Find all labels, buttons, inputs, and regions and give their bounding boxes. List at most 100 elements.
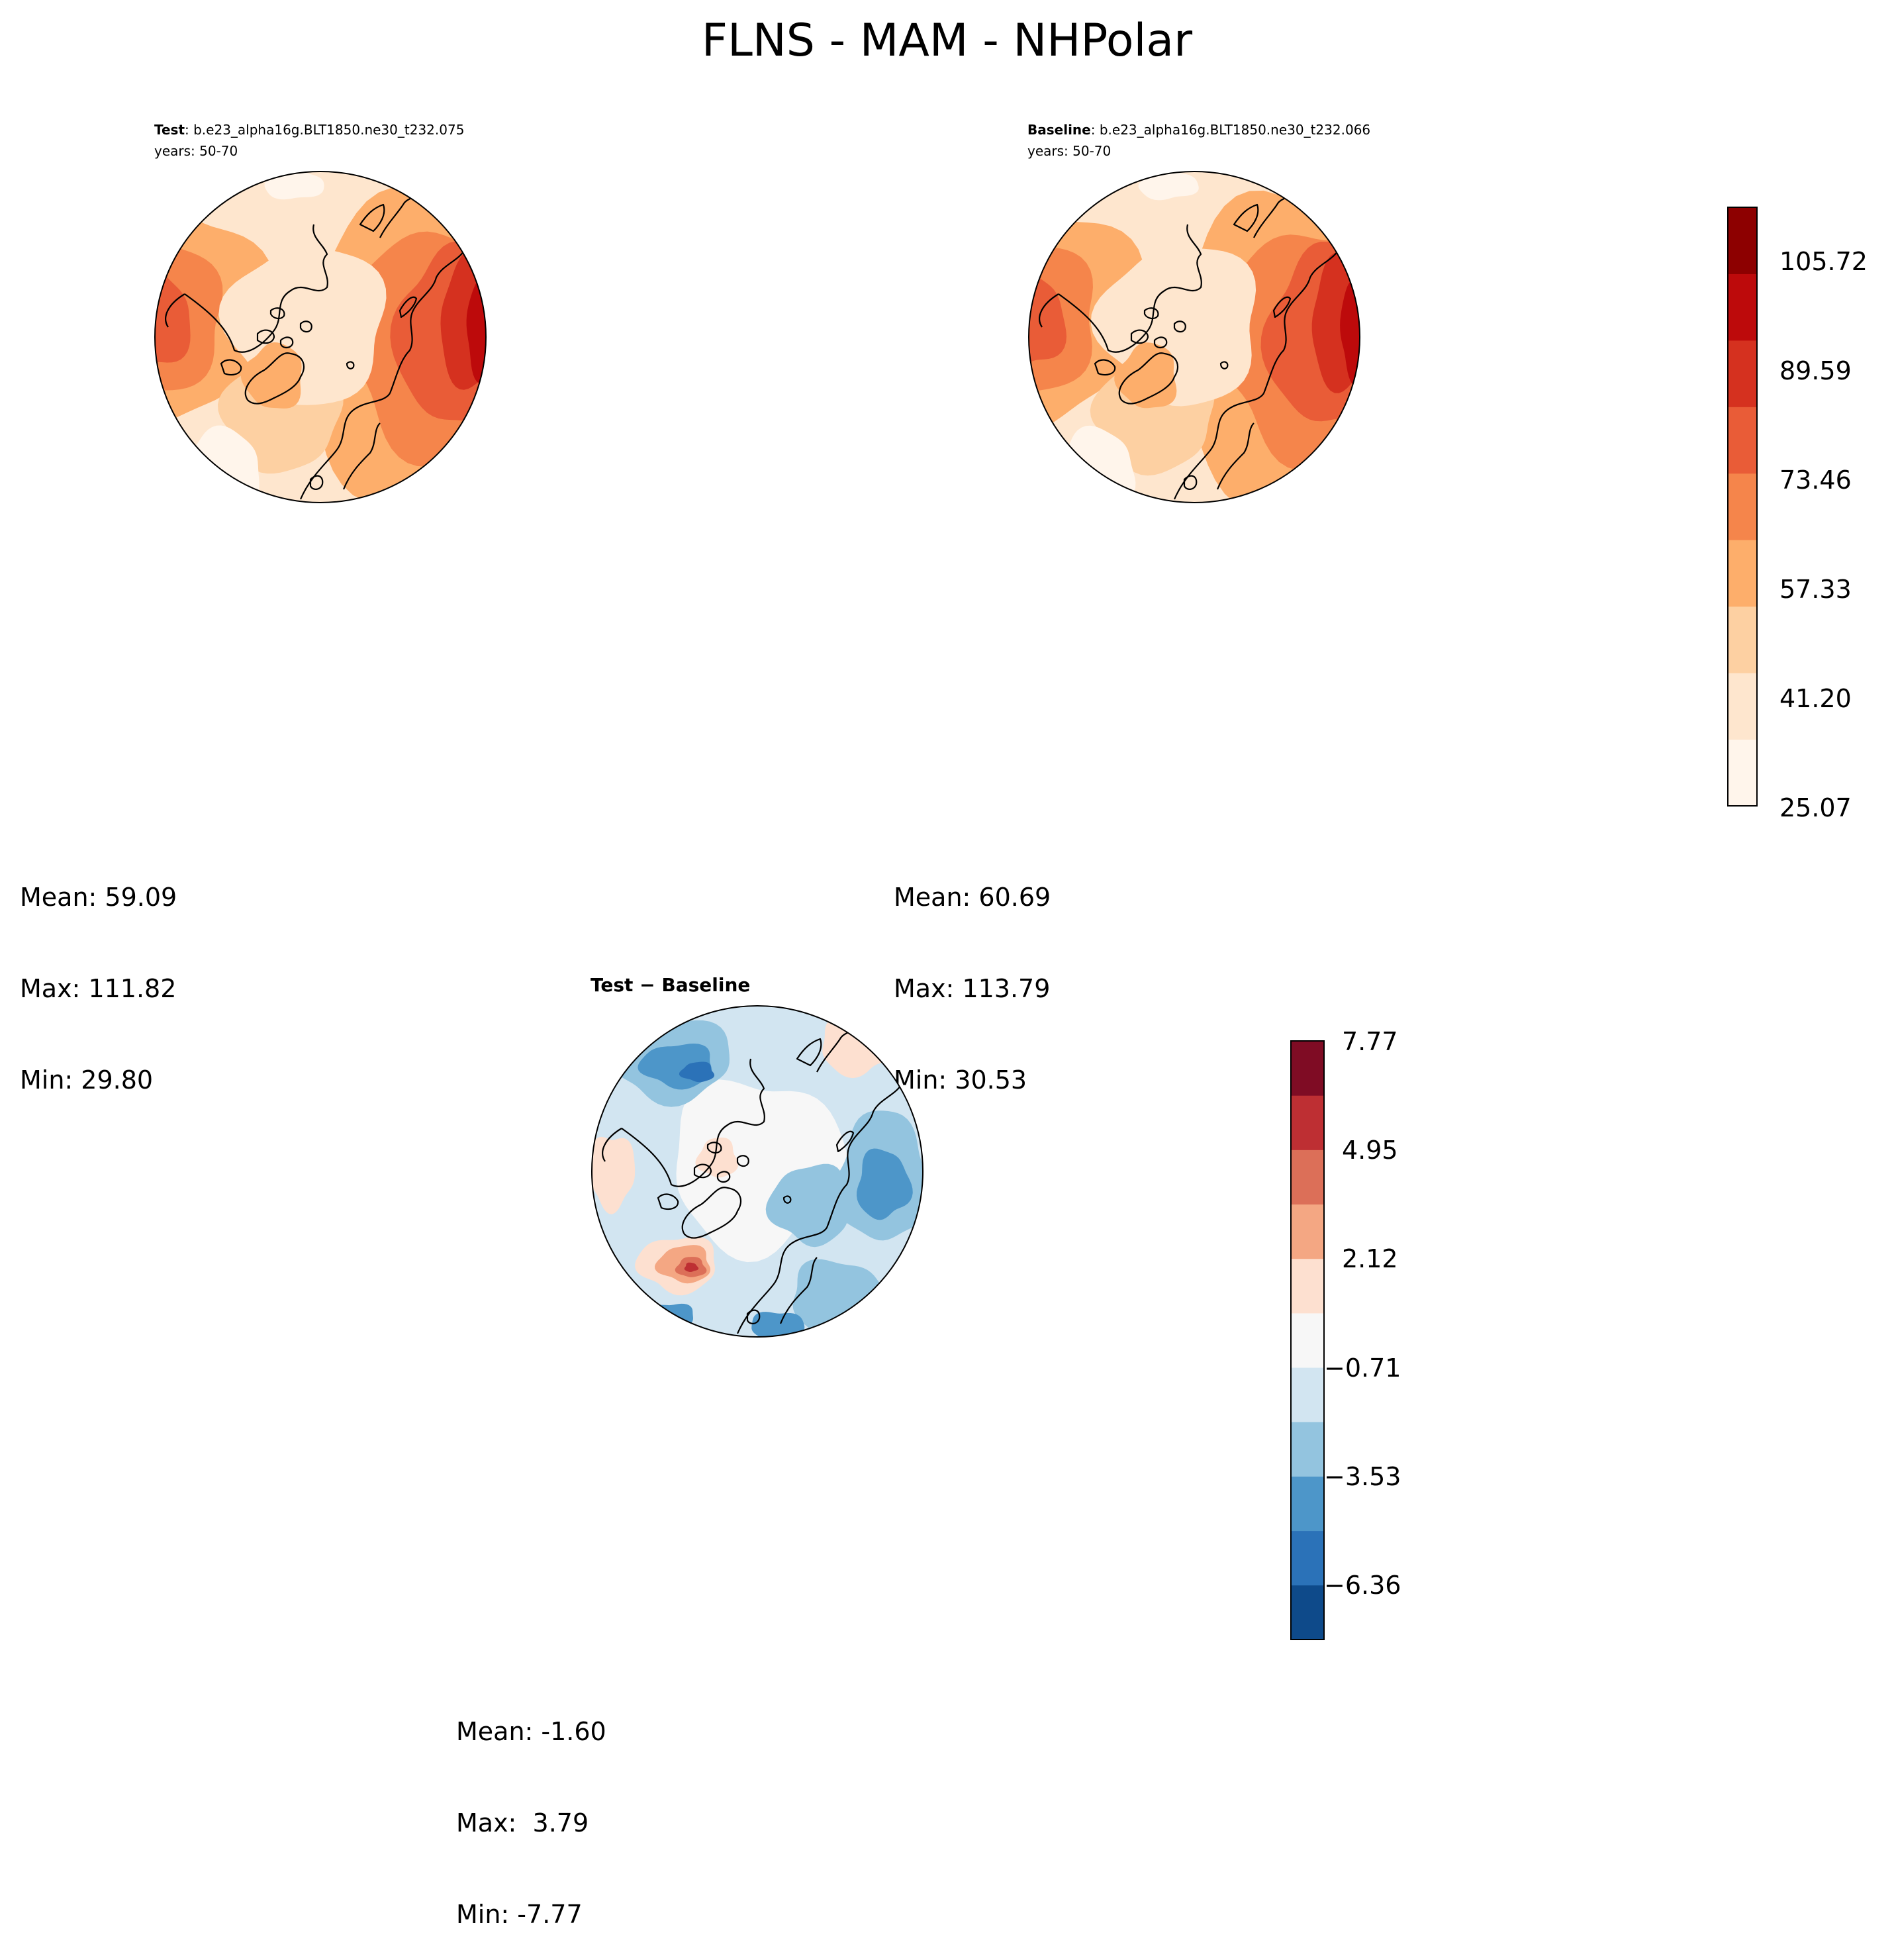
contour-band [155,267,191,366]
test-stats: Mean: 59.09 Max: 111.82 Min: 29.80 [20,821,177,1126]
colorbar-segment [1291,1204,1324,1259]
contour-band [1029,268,1066,368]
contour-band [857,1148,913,1220]
coastline [621,1058,765,1187]
contour-band [1340,279,1360,386]
baseline-polar-map [1028,171,1360,503]
coastline [256,329,275,344]
main-colorbar-tick: 57.33 [1779,575,1852,604]
baseline-mean: Mean: 60.69 [894,883,1051,912]
coastline [693,1163,712,1179]
diff-colorbar-tick: 7.77 [1342,1027,1398,1056]
colorbar-segment [1728,606,1757,673]
coastline [706,1142,722,1154]
colorbar-segment [1728,540,1757,607]
test-years: years: 50-70 [154,143,238,159]
baseline-case-name: : b.e23_alpha16g.BLT1850.ne30_t232.066 [1090,122,1371,138]
map-border [591,1005,923,1338]
coastline [1173,320,1186,333]
main-colorbar-tick: 89.59 [1779,356,1852,385]
test-label: Test [154,122,185,138]
coastline [1094,359,1116,376]
colorbar-frame [1727,207,1758,807]
colorbar-segment [1728,407,1757,474]
colorbar-segment [1291,1367,1324,1422]
coastline [779,1257,818,1324]
contour-band [1029,245,1093,391]
colorbar-segment [1291,1422,1324,1477]
colorbar-segment [1291,1095,1324,1150]
test-mean: Mean: 59.09 [20,883,177,912]
coastline [716,1171,731,1183]
colorbar-segment [1728,207,1757,274]
map-border [1028,171,1360,503]
coastline [184,224,328,353]
coastline [359,203,385,232]
coastline [1219,361,1229,369]
contour-band [646,1303,693,1333]
diff-colorbar-tick: 2.12 [1342,1244,1398,1273]
coastline [1039,293,1059,328]
coastline [835,1130,855,1153]
contour-band [466,278,486,383]
diff-stats: Mean: -1.60 Max: 3.79 Min: -7.77 [456,1655,606,1960]
coastline [1262,247,1341,394]
diff-mean: Mean: -1.60 [456,1717,606,1746]
diff-colorbar-tick: −3.53 [1324,1462,1401,1491]
diff-colorbar [1290,1040,1325,1640]
diff-colorbar-tick: −6.36 [1324,1571,1401,1600]
coastline [1118,352,1179,405]
baseline-label: Baseline [1027,122,1091,138]
coastline [309,475,324,490]
coastline [389,247,467,394]
diff-title: Test − Baseline [591,974,751,996]
contour-band [592,1136,636,1214]
coastline [657,1193,679,1210]
coastline [1058,224,1202,353]
coastline [1233,203,1259,232]
test-polar-map [154,171,487,503]
diff-min: Min: -7.77 [456,1900,583,1929]
diff-colorbar-tick: −0.71 [1324,1353,1401,1383]
baseline-stats: Mean: 60.69 Max: 113.79 Min: 30.53 [894,821,1051,1126]
coastline [796,1038,822,1067]
coastline [279,336,294,349]
coastline [736,1227,828,1334]
coastline [736,1155,749,1167]
coastline [399,296,418,318]
figure-title: FLNS - MAM - NHPolar [701,15,1193,67]
coastline [1183,475,1198,490]
colorbar-segment [1291,1150,1324,1205]
colorbar-segment [1728,273,1757,341]
coastline [1143,307,1159,320]
colorbar-segment [1291,1476,1324,1532]
colorbar-segment [1291,1530,1324,1586]
coastline [1153,336,1168,349]
colorbar-segment [1291,1585,1324,1640]
coastline [746,1309,761,1324]
baseline-max: Max: 113.79 [894,974,1051,1003]
test-case-name: : b.e23_alpha16g.BLT1850.ne30_t232.075 [185,122,465,138]
baseline-panel-caption: Baseline: b.e23_alpha16g.BLT1850.ne30_t2… [1027,123,1370,136]
main-colorbar-tick: 41.20 [1779,684,1852,713]
diff-max: Max: 3.79 [456,1808,589,1838]
colorbar-segment [1291,1258,1324,1314]
contour-band [155,244,223,391]
coastlines [602,1025,904,1334]
main-colorbar [1727,207,1758,807]
diff-colorbar-tick: 4.95 [1342,1136,1398,1165]
map-border [154,171,487,503]
coastline [299,320,312,333]
coastline [342,422,381,490]
coastline [1272,296,1292,318]
coastline [1216,422,1255,490]
coastline [299,393,391,500]
contour-band [695,1137,739,1178]
contour-band [679,1061,715,1083]
coastline [681,1187,742,1239]
colorbar-segment [1728,739,1757,807]
colorbar-frame [1290,1040,1325,1640]
coastline [826,1081,904,1228]
test-panel-caption: Test: b.e23_alpha16g.BLT1850.ne30_t232.0… [154,123,464,136]
coastline [220,359,242,376]
